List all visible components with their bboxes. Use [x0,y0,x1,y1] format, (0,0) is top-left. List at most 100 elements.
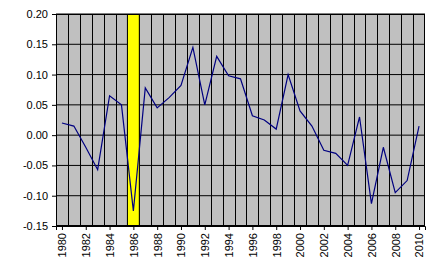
x-tick-label: 1996 [247,233,259,257]
grid-line-x [68,14,69,226]
x-tick-mark [419,226,420,230]
grid-line-x [92,14,93,226]
x-tick: 2010 [413,226,425,257]
x-axis-line [57,227,426,231]
y-tick-label: 0.15 [27,38,48,50]
plot-area [62,14,419,226]
x-tick: 1998 [271,226,283,257]
y-tick-label: 0.10 [27,69,48,81]
grid-line-x [365,14,366,226]
x-tick-mark [229,226,230,230]
grid-line-y [56,44,425,45]
x-tick-mark [62,226,63,230]
y-tick-mark [52,75,56,76]
x-tick-label: 1980 [56,233,68,257]
x-tick: 1984 [104,226,116,257]
x-tick-label: 1986 [128,233,140,257]
x-tick-mark [348,226,349,230]
y-axis: -0.15 -0.10 -0.05 0.00 0.05 0.10 0.15 0.20 [23,8,57,232]
x-tick: 1990 [175,226,187,257]
y-tick: -0.15 [23,220,56,232]
grid [56,14,425,226]
x-tick-mark [276,226,277,230]
x-tick-label: 2010 [413,233,425,257]
y-tick-label: -0.05 [23,159,48,171]
y-tick: -0.05 [23,159,56,171]
y-tick-label: -0.15 [23,220,48,232]
x-tick-label: 2000 [294,233,306,257]
y-tick: -0.10 [23,190,56,202]
x-tick: 1996 [247,226,259,257]
y-tick-mark [52,135,56,136]
x-tick-mark [395,226,396,230]
x-tick-mark [300,226,301,230]
grid-line-x [294,14,295,226]
x-tick-label: 2008 [390,233,402,257]
y-tick: 0.15 [27,38,56,50]
grid-line-x [413,14,414,226]
y-tick-mark [52,196,56,197]
y-tick-mark [52,105,56,106]
y-tick-label: 0.00 [27,129,48,141]
grid-line-x [211,14,212,226]
y-tick: 0.05 [27,99,56,111]
grid-line-x [330,14,331,226]
grid-line-x [151,14,152,226]
x-tick: 2008 [390,226,402,257]
x-tick-label: 1982 [80,233,92,257]
x-tick-label: 1990 [175,233,187,257]
x-tick-label: 2002 [318,233,330,257]
grid-line-x [389,14,390,226]
grid-line-y [56,104,425,105]
grid-line-x [354,14,355,226]
highlight-band [127,14,139,226]
grid-line-x [318,14,319,226]
chart: -0.15-0.10-0.050.000.050.100.150.2019801… [0,0,432,274]
grid-line-x [235,14,236,226]
plot-frame [57,15,425,226]
x-tick: 1992 [199,226,211,257]
y-tick-mark [52,44,56,45]
x-tick: 1982 [80,226,92,257]
x-tick: 1980 [56,226,68,257]
y-tick: 0.20 [27,8,56,20]
x-tick-label: 1994 [223,233,235,257]
grid-line-x [258,14,259,226]
x-tick-label: 2004 [342,233,354,257]
y-tick: 0.10 [27,69,56,81]
plot-background [56,14,425,226]
grid-line-x [116,14,117,226]
grid-line-y [56,74,425,75]
x-tick-label: 2006 [366,233,378,257]
x-tick: 1994 [223,226,235,257]
grid-line-y [56,165,425,166]
grid-line-x [246,14,247,226]
x-tick: 2002 [318,226,330,257]
x-tick-mark [86,226,87,230]
x-tick: 2004 [342,226,354,257]
x-tick-label: 1984 [104,233,116,257]
y-tick-mark [52,14,56,15]
y-tick-label: -0.10 [23,190,48,202]
x-tick-mark [252,226,253,230]
grid-line-x [223,14,224,226]
x-tick-mark [205,226,206,230]
x-tick-mark [133,226,134,230]
grid-line-y [56,195,425,196]
grid-line-x [401,14,402,226]
y-tick-label: 0.20 [27,8,48,20]
x-tick-label: 1988 [152,233,164,257]
grid-line-x [175,14,176,226]
x-tick-mark [181,226,182,230]
x-tick-mark [324,226,325,230]
data-line [62,47,419,211]
x-tick-label: 1992 [199,233,211,257]
x-tick: 1986 [128,226,140,257]
grid-line-x [187,14,188,226]
y-tick-mark [52,165,56,166]
y-tick: 0.00 [27,129,56,141]
grid-line-x [377,14,378,226]
x-axis: 1980 1982 1984 1986 1988 1990 1992 1994 1996 1998… [56,226,425,257]
grid-line-y [56,135,425,136]
grid-line-x [199,14,200,226]
